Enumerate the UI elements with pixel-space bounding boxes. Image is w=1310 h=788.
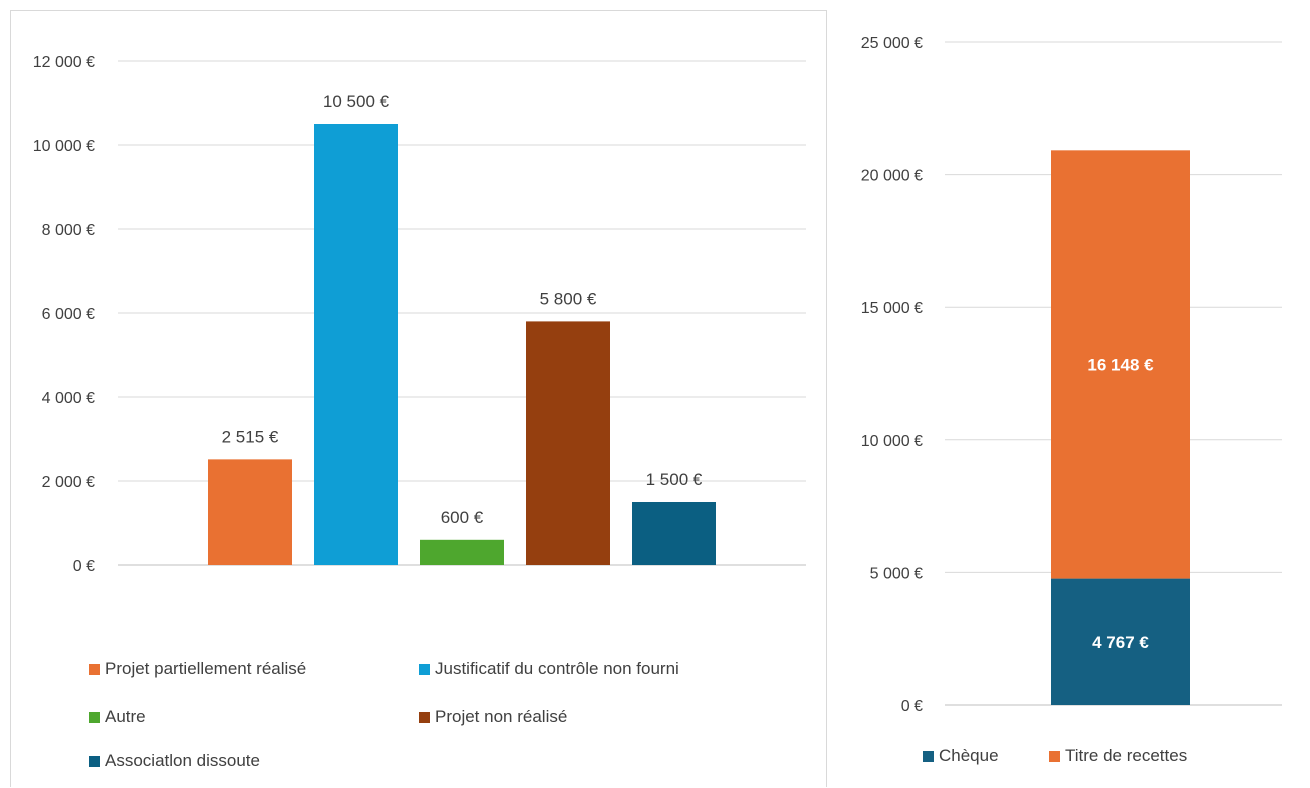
left-bar-chart: 0 € 2 000 € 4 000 € 6 000 € 8 000 € 10 000 € 1… xyxy=(33,54,806,575)
legend-label: Justificatif du contrôle non fourni xyxy=(435,659,679,678)
data-label: 4 767 € xyxy=(1092,633,1149,652)
y-tick-label: 10 000 € xyxy=(861,433,923,450)
y-tick-label: 0 € xyxy=(901,698,923,715)
data-label: 16 148 € xyxy=(1087,355,1154,374)
legend-swatch xyxy=(923,750,934,762)
legend-item: Autre xyxy=(89,707,146,727)
data-label: 1 500 € xyxy=(646,470,703,489)
bar xyxy=(420,539,504,565)
legend-item: Projet partiellement réalisé xyxy=(89,659,306,679)
legend-label: Titre de recettes xyxy=(1065,746,1188,765)
data-label: 2 515 € xyxy=(222,427,279,446)
bar xyxy=(314,124,398,565)
legend-item: Associatlon dissoute xyxy=(89,751,260,771)
stacked-bar-segment xyxy=(1051,578,1190,705)
legend-swatch xyxy=(419,711,430,723)
legend-item: Chèque xyxy=(923,746,999,766)
stacked-bar-segment xyxy=(1051,150,1190,579)
legend-label: Chèque xyxy=(939,746,999,765)
bar xyxy=(632,502,716,565)
bar xyxy=(526,321,610,565)
legend-label: Autre xyxy=(105,707,146,726)
y-tick-label: 12 000 € xyxy=(33,54,95,71)
y-tick-label: 25 000 € xyxy=(861,35,923,52)
data-label: 5 800 € xyxy=(540,289,597,308)
legend-swatch xyxy=(89,711,100,723)
legend-item: Titre de recettes xyxy=(1049,746,1187,766)
y-tick-label: 5 000 € xyxy=(870,565,923,582)
legend-swatch xyxy=(89,663,100,675)
legend-label: Associatlon dissoute xyxy=(105,751,260,770)
legend-swatch xyxy=(89,755,100,767)
data-label: 10 500 € xyxy=(323,92,390,111)
y-tick-label: 4 000 € xyxy=(42,390,95,407)
legend-swatch xyxy=(1049,750,1060,762)
legend-label: Projet partiellement réalisé xyxy=(105,659,307,678)
y-tick-label: 15 000 € xyxy=(861,300,923,317)
legend-swatch xyxy=(419,663,430,675)
right-chart-panel: 0 € 5 000 € 10 000 € 15 000 € 20 000 € 25 000… xyxy=(826,10,1310,787)
y-tick-label: 2 000 € xyxy=(42,474,95,491)
y-tick-label: 0 € xyxy=(73,558,95,575)
y-tick-label: 10 000 € xyxy=(33,138,95,155)
left-chart-panel: 0 € 2 000 € 4 000 € 6 000 € 8 000 € 10 000 € 1… xyxy=(10,10,827,787)
right-stacked-chart: 0 € 5 000 € 10 000 € 15 000 € 20 000 € 25 000… xyxy=(861,35,1282,715)
legend-item: Justificatif du contrôle non fourni xyxy=(419,659,679,679)
bar xyxy=(208,459,292,565)
legend-label: Projet non réalisé xyxy=(435,707,568,726)
y-tick-label: 8 000 € xyxy=(42,222,95,239)
data-label: 600 € xyxy=(441,508,484,527)
y-tick-label: 6 000 € xyxy=(42,306,95,323)
legend-item: Projet non réalisé xyxy=(419,707,567,727)
y-tick-label: 20 000 € xyxy=(861,168,923,185)
